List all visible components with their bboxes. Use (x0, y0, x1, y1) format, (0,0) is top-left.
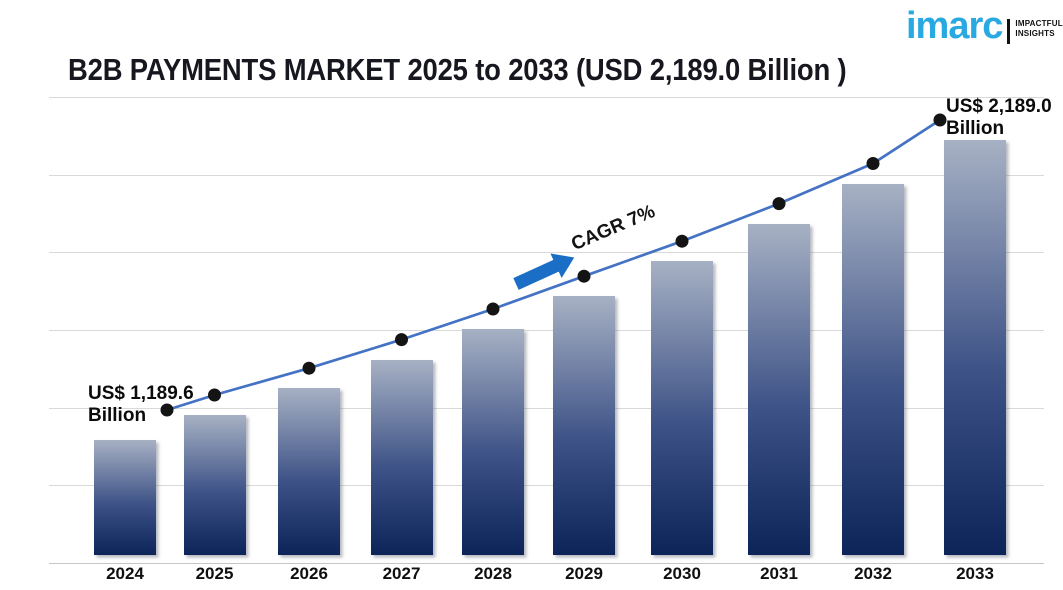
x-axis-line (49, 563, 1044, 564)
data-point-2029 (577, 269, 591, 283)
data-point-2031 (772, 197, 786, 211)
bar-2027 (370, 359, 433, 555)
data-point-2028 (486, 302, 500, 316)
data-point-2032 (866, 157, 880, 170)
x-axis-label-2030: 2030 (663, 564, 701, 583)
page-title: B2B PAYMENTS MARKET 2025 to 2033 (USD 2,… (68, 52, 948, 88)
bar-2032 (842, 183, 904, 555)
x-axis-label-2026: 2026 (290, 564, 328, 583)
data-point-2030 (675, 234, 689, 248)
gridline (49, 97, 1044, 98)
last-value-line2: Billion (946, 118, 1005, 139)
x-axis-label-2029: 2029 (565, 564, 603, 583)
imarc-logo-wordmark: imarc (906, 5, 1003, 47)
bar-2028 (462, 329, 524, 555)
first-value-label: US$ 1,189.6 Billion (88, 383, 194, 427)
last-value-line1: US$ 2,189.0 (946, 96, 1052, 117)
cagr-label: CAGR 7% (568, 201, 659, 256)
first-value-line1: US$ 1,189.6 (88, 383, 194, 404)
first-value-line2: Billion (88, 405, 147, 426)
bar-2024 (94, 440, 156, 555)
x-axis-label-2031: 2031 (760, 564, 798, 583)
logo-divider (1007, 19, 1011, 44)
data-point-2033 (933, 113, 947, 127)
data-point-2025 (208, 388, 221, 402)
logo-tagline-line2: INSIGHTS (1015, 28, 1055, 38)
x-axis-label-2028: 2028 (474, 564, 512, 583)
bar-2026 (278, 388, 340, 555)
x-axis-label-2032: 2032 (854, 564, 892, 583)
last-value-label: US$ 2,189.0 Billion (946, 96, 1052, 140)
gridline (49, 485, 1044, 487)
page-title-text: B2B PAYMENTS MARKET 2025 to 2033 (USD 2,… (68, 52, 847, 87)
bar-2025 (183, 415, 246, 555)
bar-2030 (651, 261, 713, 555)
data-point-2027 (395, 333, 408, 347)
bar-2033 (944, 140, 1006, 555)
data-point-2026 (302, 361, 316, 375)
logo-tagline-line1: IMPACTFUL (1015, 19, 1063, 28)
x-axis-label-2033: 2033 (956, 564, 994, 583)
logo-tagline: IMPACTFUL INSIGHTS (1015, 19, 1062, 38)
x-axis-label-2024: 2024 (106, 564, 144, 583)
bar-2029 (553, 296, 615, 555)
imarc-logo: imarc IMPACTFUL INSIGHTS (906, 6, 1063, 46)
x-axis-label-2025: 2025 (195, 564, 234, 583)
gridline (49, 174, 1044, 176)
bar-2031 (748, 223, 810, 555)
x-axis-label-2027: 2027 (382, 564, 421, 583)
